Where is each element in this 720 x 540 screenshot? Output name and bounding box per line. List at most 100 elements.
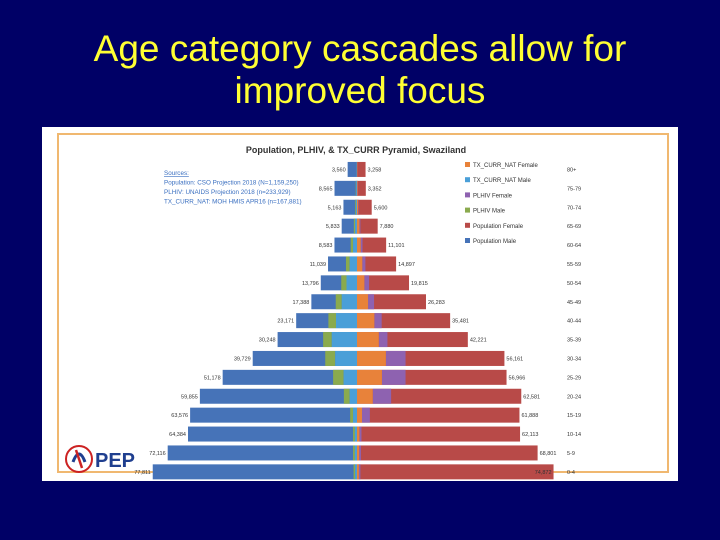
data-label-male: 51,178 [204, 375, 221, 381]
bar-population-female [357, 256, 397, 272]
data-label-female: 56,161 [506, 356, 523, 362]
age-category-label: 50-54 [567, 281, 581, 287]
source-line: PLHIV: UNAIDS Projection 2018 (n=233,929… [164, 189, 291, 196]
bar-plhiv-male [350, 407, 354, 423]
bar-population-female [357, 218, 378, 234]
age-category-label: 80+ [567, 167, 576, 173]
bar-population-male [152, 464, 357, 480]
data-label-male: 72,116 [149, 451, 165, 457]
age-category-label: 35-39 [567, 338, 581, 344]
bar-population-male [187, 426, 357, 442]
bar-plhiv-male [323, 332, 332, 348]
bar-plhiv-male [353, 426, 355, 442]
bar-plhiv-male [333, 369, 344, 385]
bar-tx-male [355, 199, 357, 215]
data-label-male: 5,833 [326, 224, 340, 230]
data-label-female: 11,101 [388, 243, 404, 249]
data-label-female: 3,352 [368, 186, 382, 192]
bar-population-female [357, 388, 522, 404]
bar-tx-female [357, 199, 359, 215]
bar-tx-female [357, 369, 382, 385]
data-label-female: 42,221 [470, 338, 487, 344]
bar-tx-female [357, 350, 386, 366]
bar-tx-male [354, 426, 357, 442]
bar-plhiv-male [355, 180, 357, 196]
age-category-label: 5-9 [567, 451, 575, 457]
bar-tx-male [341, 294, 357, 310]
chart-title: Population, PLHIV, & TX_CURR Pyramid, Sw… [246, 145, 466, 155]
data-label-male: 30,248 [259, 338, 276, 344]
bar-plhiv-female [381, 369, 406, 385]
data-label-male: 3,560 [332, 167, 346, 173]
data-label-male: 39,729 [234, 356, 251, 362]
bar-population-male [347, 161, 357, 177]
data-label-male: 59,855 [181, 394, 198, 400]
source-line: TX_CURR_NAT: MOH HMIS APR16 (n=167,881) [164, 199, 302, 206]
age-category-label: 10-14 [567, 432, 581, 438]
bar-population-female [357, 199, 372, 215]
bar-plhiv-female [362, 256, 366, 272]
bar-tx-female [357, 313, 375, 329]
bar-population-female [357, 426, 521, 442]
bar-plhiv-male [343, 388, 350, 404]
bar-plhiv-female [360, 237, 363, 253]
bar-tx-female [357, 426, 360, 442]
data-label-female: 14,897 [398, 262, 415, 268]
age-category-label: 55-59 [567, 262, 581, 268]
age-category-label: 0-4 [567, 470, 575, 476]
data-label-female: 19,815 [411, 281, 428, 287]
age-category-label: 15-19 [567, 413, 581, 419]
age-category-label: 45-49 [567, 300, 581, 306]
bar-population-female [357, 275, 410, 291]
bars-group [152, 161, 554, 480]
data-label-female: 74,872 [535, 470, 552, 476]
bar-population-female [357, 445, 538, 461]
logo-text: PEP [95, 450, 135, 472]
bar-tx-female [357, 388, 373, 404]
bar-plhiv-female [359, 426, 362, 442]
data-label-male: 8,565 [319, 186, 333, 192]
data-label-male: 11,039 [310, 262, 326, 268]
bar-tx-male [355, 464, 357, 480]
bar-tx-female [357, 332, 379, 348]
bar-plhiv-female [358, 464, 361, 480]
data-label-male: 8,583 [319, 243, 333, 249]
age-category-labels: 0-4 5-9 10-14 15-19 20-24 25-29 30-34 35-39 40-4… [567, 167, 581, 475]
bar-population-male [199, 388, 357, 404]
legend-swatch [465, 238, 470, 243]
legend-label: PLHIV Female [473, 193, 513, 199]
bar-plhiv-male [345, 256, 350, 272]
age-category-label: 60-64 [567, 243, 581, 249]
data-label-female: 62,113 [522, 432, 538, 438]
bar-tx-female [357, 237, 361, 253]
bar-tx-female [357, 256, 363, 272]
bar-tx-female [357, 275, 365, 291]
legend-swatch [465, 222, 470, 228]
bar-tx-male [336, 313, 357, 329]
bar-plhiv-male [335, 294, 342, 310]
bar-plhiv-female [378, 332, 388, 348]
age-category-label: 20-24 [567, 394, 581, 400]
data-label-female: 7,880 [380, 224, 394, 230]
bar-population-female [357, 180, 366, 196]
bar-plhiv-male [353, 445, 355, 461]
legend-swatch [465, 192, 470, 198]
bar-plhiv-female [359, 445, 361, 461]
bar-plhiv-female [364, 275, 370, 291]
sources-note: Sources: Population: CSO Projection 2018 … [164, 170, 302, 206]
bar-tx-male [355, 218, 357, 234]
data-label-male: 77,811 [134, 470, 150, 476]
bar-tx-male [343, 369, 357, 385]
age-category-label: 25-29 [567, 375, 581, 381]
bar-tx-male [353, 407, 357, 423]
source-line: Sources: [164, 170, 189, 177]
data-label-female: 35,481 [452, 319, 469, 325]
bar-tx-male [354, 445, 357, 461]
bar-plhiv-male [353, 464, 356, 480]
data-label-female: 62,581 [523, 394, 540, 400]
bar-plhiv-female [372, 388, 392, 404]
legend: TX_CURR_NAT Female TX_CURR_NAT Male PLHIV … [465, 162, 538, 245]
bar-population-male [190, 407, 357, 423]
age-category-label: 65-69 [567, 224, 581, 230]
bar-population-male [341, 218, 357, 234]
